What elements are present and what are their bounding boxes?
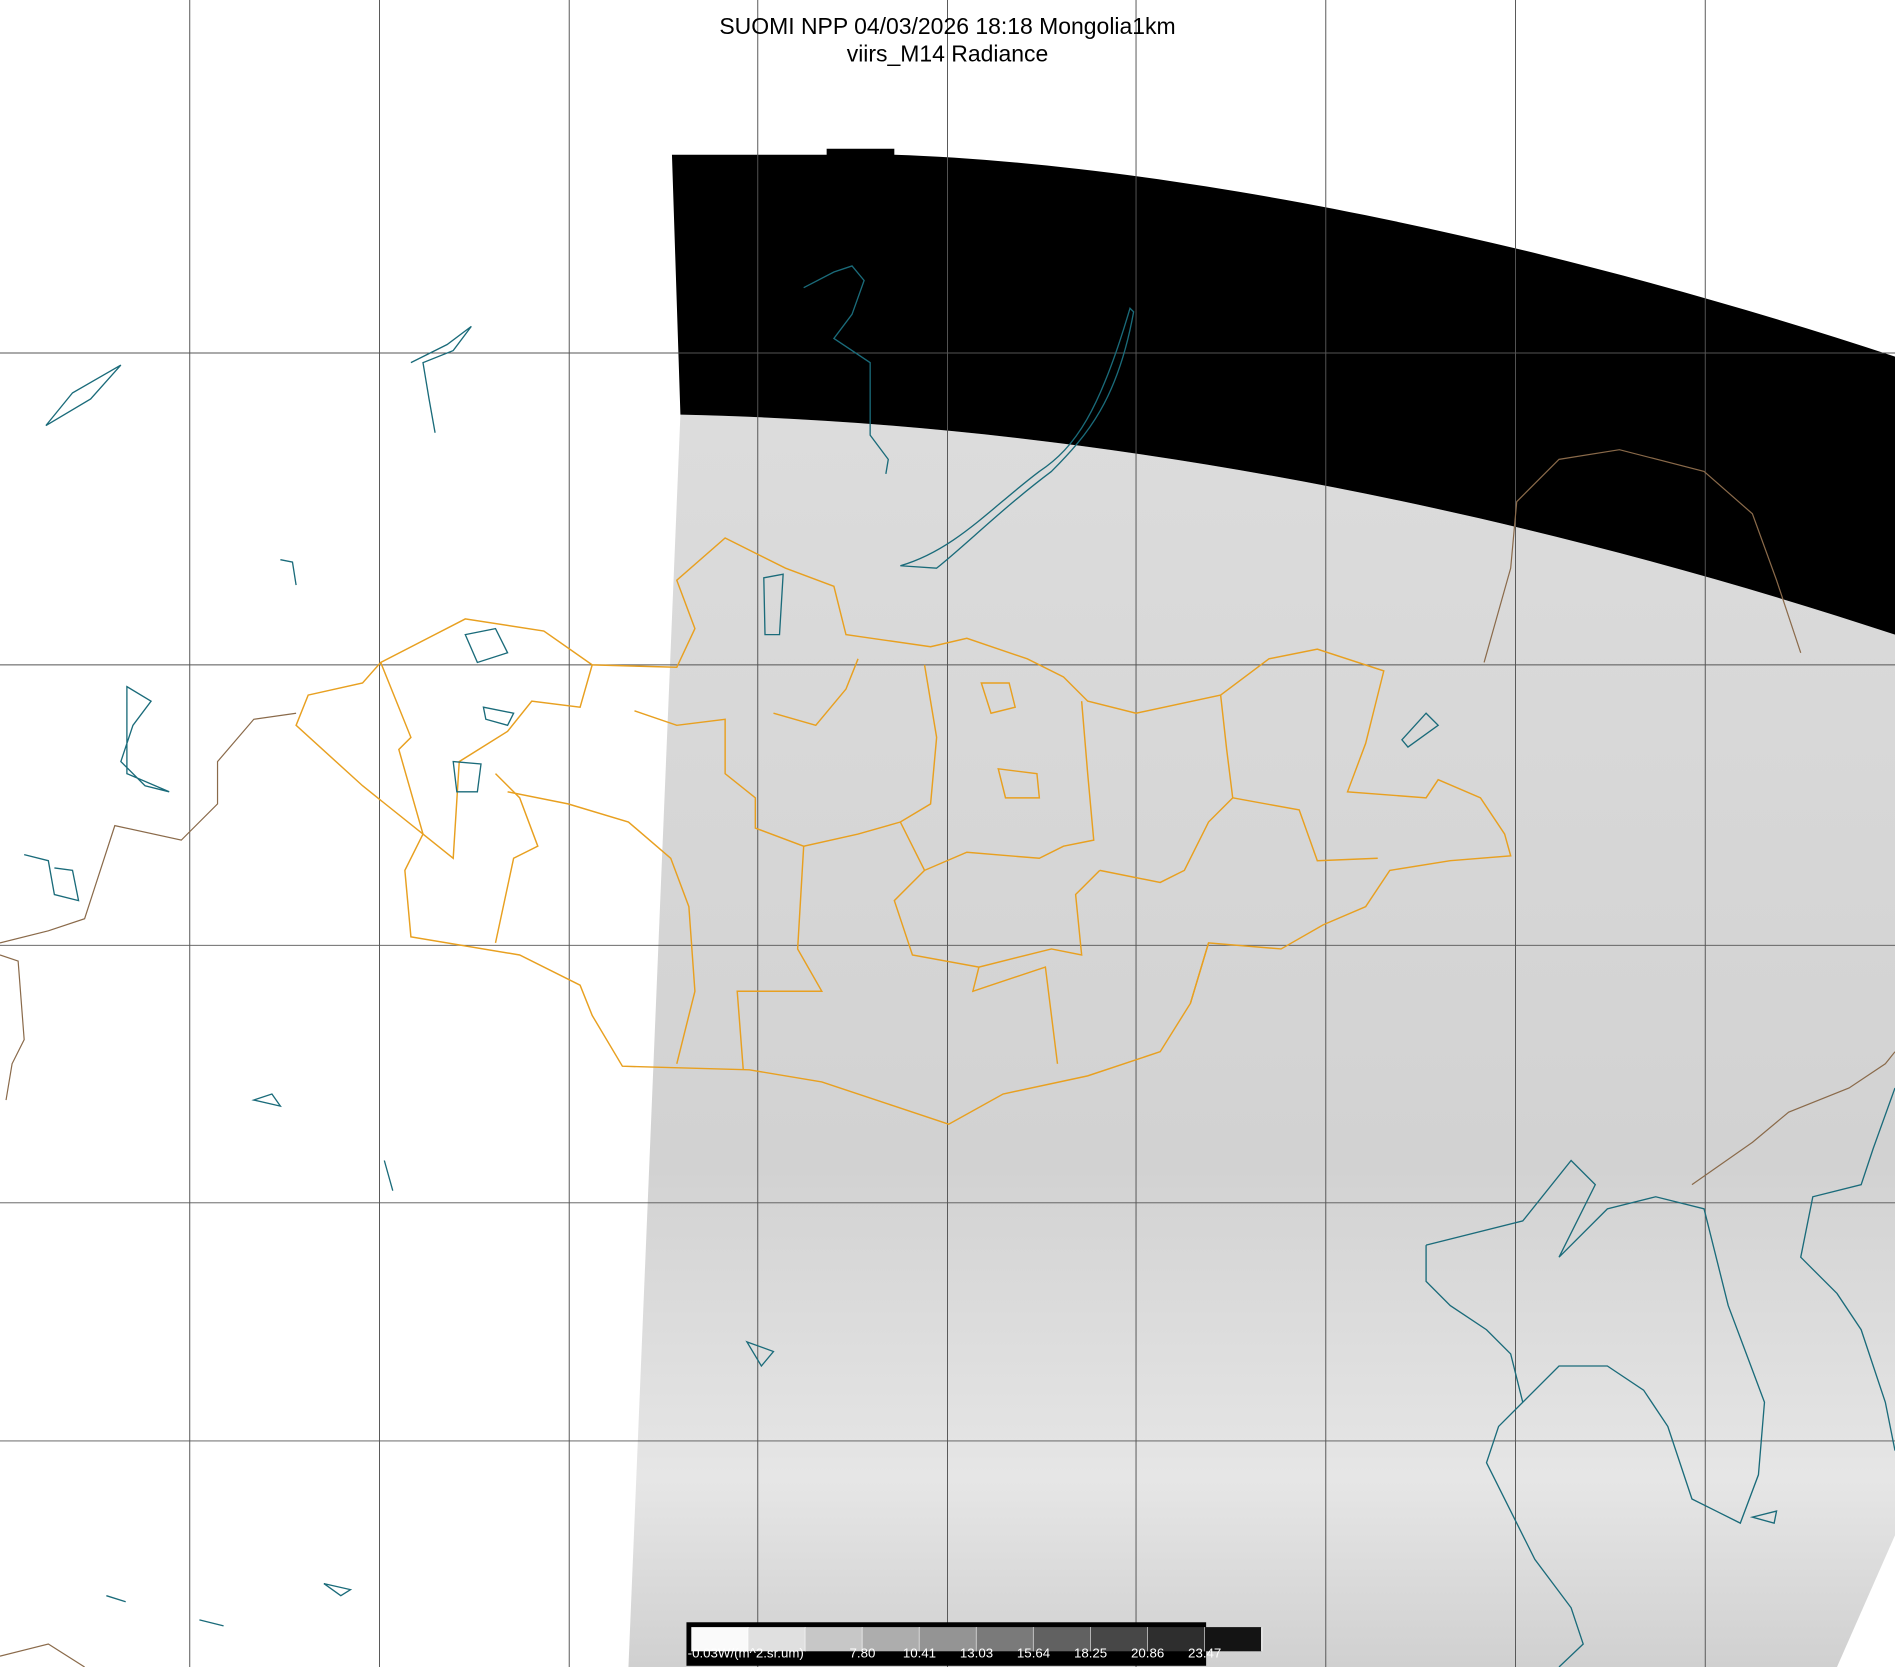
colorbar-cell <box>1147 1627 1205 1652</box>
colorbar-cell <box>1033 1627 1091 1652</box>
colorbar-cell <box>1090 1627 1148 1652</box>
colorbar-tick-label: 13.03 <box>960 1645 993 1660</box>
colorbar-cell <box>862 1627 920 1652</box>
title-line-2: viirs_M14 Radiance <box>847 41 1049 67</box>
colorbar: -0.03W/(m^2.sr.um) 7.80 10.41 13.03 15.64 18… <box>686 1622 1263 1666</box>
colorbar-unit-label: -0.03W/(m^2.sr.um) <box>688 1645 804 1660</box>
country-borders <box>0 449 1895 1667</box>
image-swath <box>628 414 1895 1667</box>
colorbar-tick-label: 15.64 <box>1017 1645 1050 1660</box>
colorbar-cell <box>748 1627 806 1652</box>
night-no-data-region <box>671 148 1895 635</box>
colorbar-tick-label: 18.25 <box>1074 1645 1107 1660</box>
title: SUOMI NPP 04/03/2026 18:18 Mongolia1km v… <box>719 13 1175 67</box>
colorbar-cell <box>691 1627 749 1652</box>
colorbar-tick-label: 7.80 <box>849 1645 875 1660</box>
mongolia-province-borders <box>295 537 1512 1126</box>
colorbar-cell <box>1204 1627 1262 1652</box>
colorbar-cell <box>976 1627 1034 1652</box>
colorbar-tick-label: 20.86 <box>1131 1645 1164 1660</box>
colorbar-cell <box>805 1627 863 1652</box>
title-line-1: SUOMI NPP 04/03/2026 18:18 Mongolia1km <box>719 13 1175 39</box>
colorbar-tick-label: 10.41 <box>903 1645 936 1660</box>
colorbar-tick-label: 23.47 <box>1188 1645 1221 1660</box>
coastlines-and-lakes <box>24 265 1895 1667</box>
colorbar-cell <box>919 1627 977 1652</box>
